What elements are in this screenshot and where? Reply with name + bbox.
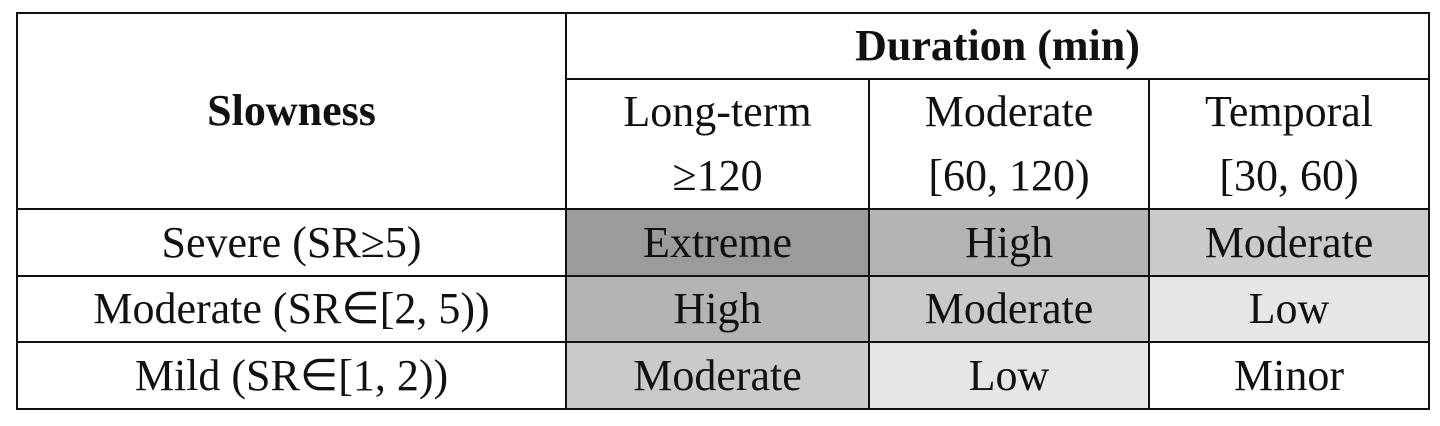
data-row: Severe (SR≥5) Extreme High Moderate	[16, 208, 1430, 277]
risk-cell: Moderate	[565, 341, 870, 410]
header-row: Slowness Duration (min)	[16, 12, 1430, 210]
data-row: Moderate (SR∈[2, 5)) High Moderate Low	[16, 275, 1430, 343]
risk-table: Slowness Duration (min) Long-term ≥120 Mod…	[16, 12, 1430, 410]
risk-cell: Low	[1148, 275, 1430, 343]
row-label: Moderate (SR∈[2, 5))	[16, 275, 567, 343]
row-label: Mild (SR∈[1, 2))	[16, 341, 567, 410]
column-range: [60, 120)	[928, 151, 1090, 200]
column-name: Temporal	[1205, 87, 1373, 137]
data-row: Mild (SR∈[1, 2)) Moderate Low Minor	[16, 341, 1430, 410]
risk-cell: Extreme	[565, 208, 870, 277]
column-range: [30, 60)	[1219, 151, 1359, 200]
risk-cell: Moderate	[868, 275, 1150, 343]
risk-cell: High	[565, 275, 870, 343]
risk-cell: High	[868, 208, 1150, 277]
table-body: Slowness Duration (min) Long-term ≥120 Mod…	[16, 12, 1430, 410]
risk-cell: Moderate	[1148, 208, 1430, 277]
row-header: Slowness	[16, 12, 567, 210]
column-header: Long-term ≥120	[565, 78, 870, 210]
column-name: Long-term	[623, 87, 812, 137]
column-header-row: Long-term ≥120 Moderate [60, 120) Temporal [3…	[17, 78, 1430, 210]
column-header: Temporal [30, 60)	[1148, 78, 1430, 210]
row-label: Severe (SR≥5)	[16, 208, 567, 277]
column-range: ≥120	[672, 151, 763, 200]
column-header: Moderate [60, 120)	[868, 78, 1150, 210]
risk-cell: Minor	[1148, 341, 1430, 410]
risk-cell: Low	[868, 341, 1150, 410]
column-name: Moderate	[924, 87, 1094, 137]
group-header: Duration (min)	[565, 12, 1430, 80]
